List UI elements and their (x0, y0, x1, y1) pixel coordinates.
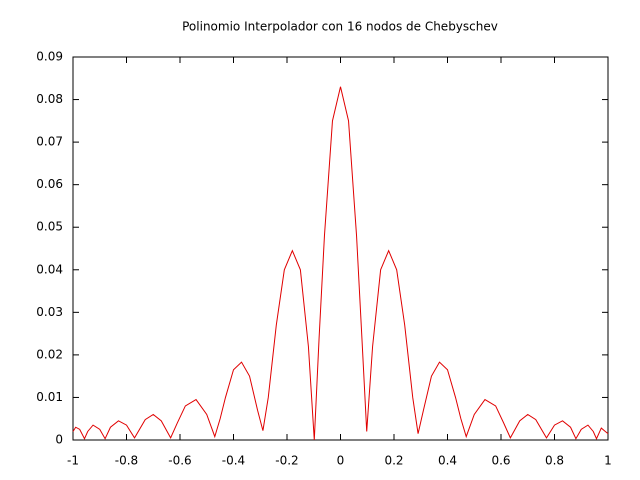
y-tick-label: 0.03 (36, 305, 63, 319)
y-tick-label: 0.01 (36, 390, 63, 404)
y-tick-label: 0.02 (36, 347, 63, 361)
y-tick-label: 0.08 (36, 92, 63, 106)
y-tick-label: 0.04 (36, 262, 63, 276)
x-tick-label: -0.4 (222, 454, 245, 468)
x-tick-label: -0.2 (275, 454, 298, 468)
x-tick-label: 0.2 (384, 454, 403, 468)
x-tick-label: -0.8 (115, 454, 138, 468)
x-tick-label: -1 (67, 454, 79, 468)
chart-title: Polinomio Interpolador con 16 nodos de C… (182, 20, 498, 34)
data-line (72, 86, 609, 441)
y-tick-label: 0.09 (36, 50, 63, 64)
x-tick-label: 0.8 (545, 454, 564, 468)
x-tick-label: -0.6 (168, 454, 191, 468)
x-tick-label: 0 (337, 454, 345, 468)
y-tick-label: 0.06 (36, 177, 63, 191)
y-tick-label: 0.07 (36, 135, 63, 149)
x-tick-label: 0.4 (438, 454, 457, 468)
x-tick-label: 0.6 (491, 454, 510, 468)
y-tick-label: 0 (55, 433, 63, 447)
y-tick-label: 0.05 (36, 220, 63, 234)
x-tick-label: 1 (604, 454, 612, 468)
